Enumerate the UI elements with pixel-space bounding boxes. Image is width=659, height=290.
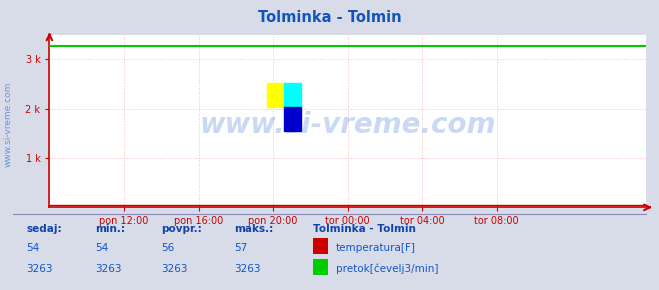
Text: 56: 56: [161, 243, 175, 253]
Text: 3263: 3263: [234, 264, 260, 274]
Text: 57: 57: [234, 243, 247, 253]
Bar: [284, 83, 301, 107]
Text: 3263: 3263: [96, 264, 122, 274]
Text: Tolminka - Tolmin: Tolminka - Tolmin: [258, 10, 401, 25]
Text: Tolminka - Tolmin: Tolminka - Tolmin: [313, 224, 416, 234]
Text: povpr.:: povpr.:: [161, 224, 202, 234]
Text: sedaj:: sedaj:: [26, 224, 62, 234]
Text: www.si-vreme.com: www.si-vreme.com: [200, 110, 496, 139]
Text: 3263: 3263: [161, 264, 188, 274]
Text: www.si-vreme.com: www.si-vreme.com: [3, 82, 13, 167]
Text: temperatura[F]: temperatura[F]: [336, 243, 416, 253]
Text: 54: 54: [26, 243, 40, 253]
Text: maks.:: maks.:: [234, 224, 273, 234]
Text: pretok[čevelj3/min]: pretok[čevelj3/min]: [336, 264, 439, 274]
Bar: [267, 83, 284, 107]
Text: min.:: min.:: [96, 224, 126, 234]
Bar: [284, 107, 301, 131]
Text: 54: 54: [96, 243, 109, 253]
Text: 3263: 3263: [26, 264, 53, 274]
